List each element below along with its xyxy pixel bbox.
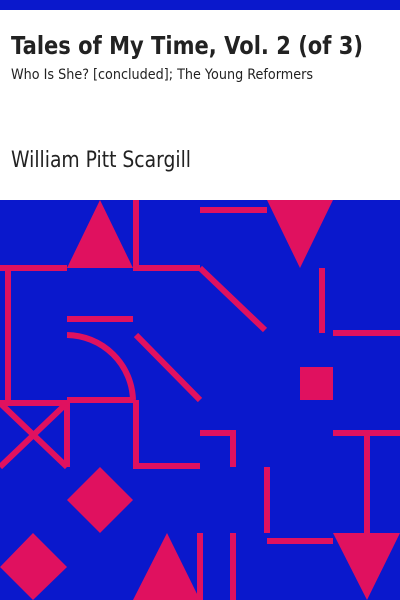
triangle: [133, 533, 200, 600]
line-pattern: [0, 200, 400, 600]
subtitle: Who Is She? [concluded]; The Young Refor…: [11, 67, 313, 83]
title: Tales of My Time, Vol. 2 (of 3): [11, 31, 363, 60]
title-panel: [0, 10, 400, 200]
diamond: [67, 467, 133, 533]
triangle: [333, 533, 400, 600]
diamond: [0, 533, 67, 600]
pattern: [0, 200, 400, 600]
triangle: [67, 200, 133, 268]
top-band: [0, 0, 400, 10]
square: [300, 367, 333, 400]
author: William Pitt Scargill: [11, 148, 191, 173]
triangle: [267, 200, 333, 268]
